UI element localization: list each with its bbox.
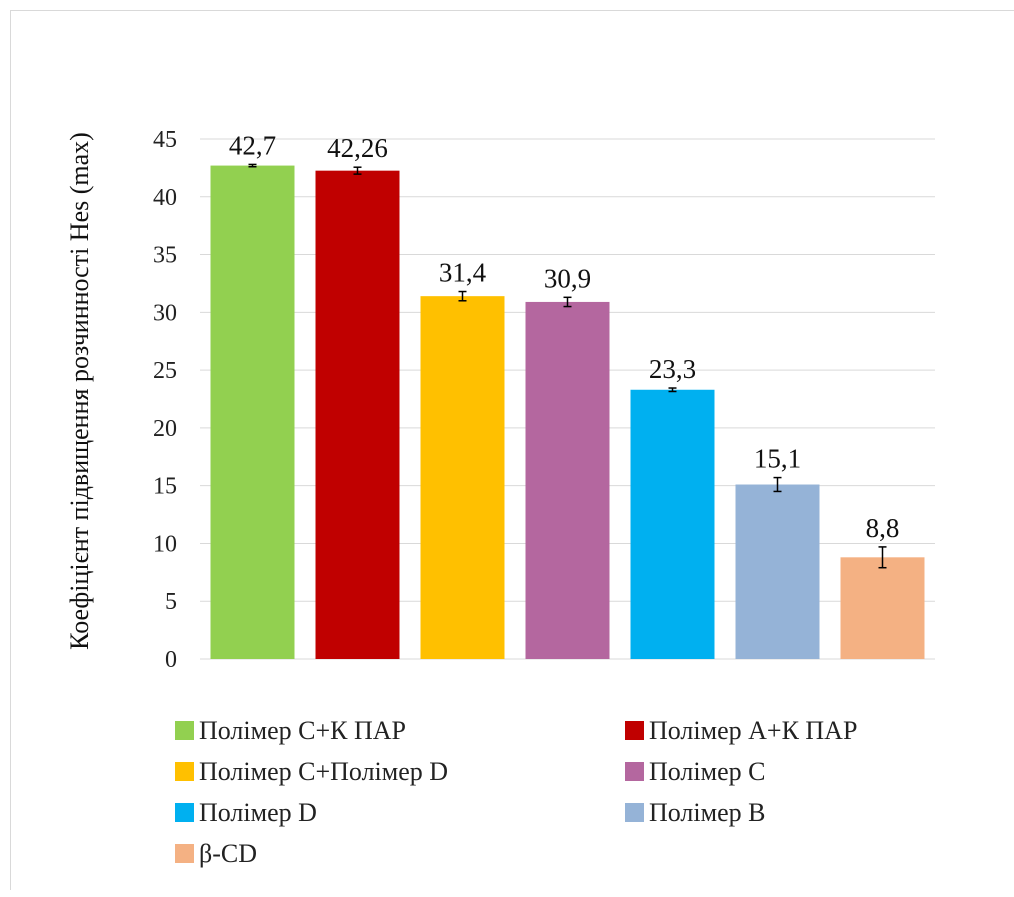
- data-label: 31,4: [439, 258, 487, 288]
- bar-chart: 0 5 10 15 20 25 30 35 40 45 42,7 42,26 31,4 30,9 23,3…: [65, 127, 935, 673]
- data-label: 42,7: [229, 130, 276, 160]
- error-bar: [878, 546, 887, 569]
- legend-swatch: [175, 721, 194, 740]
- bar: [315, 170, 400, 659]
- legend-item: Полімер A+К ПАР: [625, 712, 935, 749]
- y-tick-label: 10: [153, 531, 177, 557]
- y-tick-label: 45: [153, 127, 177, 153]
- bar: [630, 389, 715, 659]
- legend-swatch: [625, 762, 644, 781]
- y-tick-label: 30: [153, 300, 177, 326]
- legend-label: Полімер B: [649, 797, 766, 827]
- bar: [525, 301, 610, 659]
- bars: [210, 165, 925, 660]
- legend-item: Полімер C: [625, 753, 935, 790]
- y-axis-ticks: 0 5 10 15 20 25 30 35 40 45: [153, 127, 177, 673]
- legend: Полімер C+К ПАР Полімер A+К ПАР Полімер C+…: [175, 712, 935, 872]
- legend-swatch: [625, 803, 644, 822]
- data-labels: 42,7 42,26 31,4 30,9 23,3 15,1 8,8: [229, 130, 900, 542]
- legend-label: Полімер A+К ПАР: [649, 715, 858, 745]
- y-tick-label: 25: [153, 358, 177, 384]
- legend-label: Полімер C+К ПАР: [199, 715, 406, 745]
- bar: [420, 296, 505, 659]
- error-bars: [248, 163, 887, 569]
- error-bar: [458, 290, 467, 302]
- y-tick-label: 15: [153, 474, 177, 500]
- data-label: 15,1: [754, 444, 801, 474]
- bar: [840, 557, 925, 659]
- bar: [210, 165, 295, 660]
- y-tick-label: 20: [153, 416, 177, 442]
- y-tick-label: 0: [165, 647, 177, 673]
- legend-item: β-CD: [175, 835, 625, 872]
- error-bar: [773, 476, 782, 493]
- y-axis-title: Коефіцієнт підвищення розчинності Hes (m…: [65, 132, 94, 650]
- legend-label: Полімер C: [649, 756, 766, 786]
- y-tick-label: 35: [153, 243, 177, 269]
- legend-swatch: [175, 803, 194, 822]
- legend-item: Полімер D: [175, 794, 625, 831]
- y-tick-label: 40: [153, 185, 177, 211]
- legend-label: Полімер D: [199, 797, 317, 827]
- legend-label: β-CD: [199, 838, 258, 868]
- legend-label: Полімер C+Полімер D: [199, 756, 449, 786]
- error-bar: [248, 163, 257, 168]
- data-label: 8,8: [866, 513, 900, 543]
- legend-item: Полімер B: [625, 794, 935, 831]
- error-bar: [668, 387, 677, 393]
- legend-swatch: [175, 844, 194, 863]
- chart-frame: [10, 10, 1014, 890]
- legend-swatch: [625, 721, 644, 740]
- data-label: 30,9: [544, 263, 591, 293]
- data-label: 42,26: [327, 133, 388, 163]
- legend-swatch: [175, 762, 194, 781]
- error-bar: [563, 296, 572, 308]
- bar: [735, 484, 820, 659]
- legend-item: Полімер C+К ПАР: [175, 712, 625, 749]
- y-tick-label: 5: [165, 589, 177, 615]
- data-label: 23,3: [649, 354, 696, 384]
- error-bar: [353, 166, 362, 175]
- legend-item: Полімер C+Полімер D: [175, 753, 625, 790]
